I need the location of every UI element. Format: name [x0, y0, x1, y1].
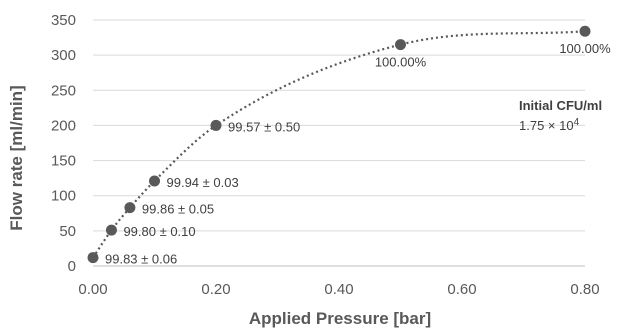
data-point: [87, 252, 99, 264]
data-label: 99.57 ± 0.50: [228, 119, 300, 134]
data-points: [87, 25, 591, 264]
x-tick-label: 0.00: [78, 281, 107, 298]
data-point: [149, 175, 160, 187]
y-tick-label: 250: [51, 82, 76, 99]
y-axis-title: Flow rate [ml/min]: [7, 85, 26, 230]
data-point: [105, 224, 117, 236]
data-label: 100.00%: [375, 55, 427, 70]
x-tick-label: 0.40: [324, 281, 353, 298]
y-tick-label: 350: [51, 12, 76, 29]
data-point: [579, 25, 591, 37]
annotation-value-base: 1.75 × 10: [519, 118, 574, 133]
data-labels: 99.83 ± 0.06 99.80 ± 0.10 99.86 ± 0.05 99.9…: [105, 41, 611, 266]
data-label: 99.94 ± 0.03: [167, 175, 239, 190]
x-tick-label: 0.80: [570, 281, 599, 298]
y-tick-label: 0: [68, 258, 76, 275]
data-label: 99.83 ± 0.06: [105, 252, 177, 267]
y-tick-label: 200: [51, 117, 76, 134]
x-tick-label: 0.20: [201, 281, 230, 298]
y-axis-ticks: 0 50 100 150 200 250 300 350: [51, 12, 76, 275]
data-label: 100.00%: [559, 41, 611, 56]
y-tick-label: 300: [51, 47, 76, 64]
y-tick-label: 100: [51, 188, 76, 205]
x-tick-label: 0.60: [447, 281, 476, 298]
x-axis-ticks: 0.00 0.20 0.40 0.60 0.80: [78, 281, 599, 298]
annotation-value: 1.75 × 104: [519, 117, 580, 133]
data-point: [210, 119, 222, 131]
y-tick-label: 150: [51, 153, 76, 170]
annotation-title: Initial CFU/ml: [519, 98, 602, 113]
grid-lines: [93, 19, 585, 232]
data-point: [395, 39, 406, 51]
data-label: 99.86 ± 0.05: [142, 202, 214, 217]
x-axis-title: Applied Pressure [bar]: [249, 309, 431, 328]
y-tick-label: 50: [59, 223, 76, 240]
data-point: [124, 202, 136, 214]
annotation-value-exponent: 4: [574, 117, 580, 128]
data-label: 99.80 ± 0.10: [123, 224, 195, 239]
